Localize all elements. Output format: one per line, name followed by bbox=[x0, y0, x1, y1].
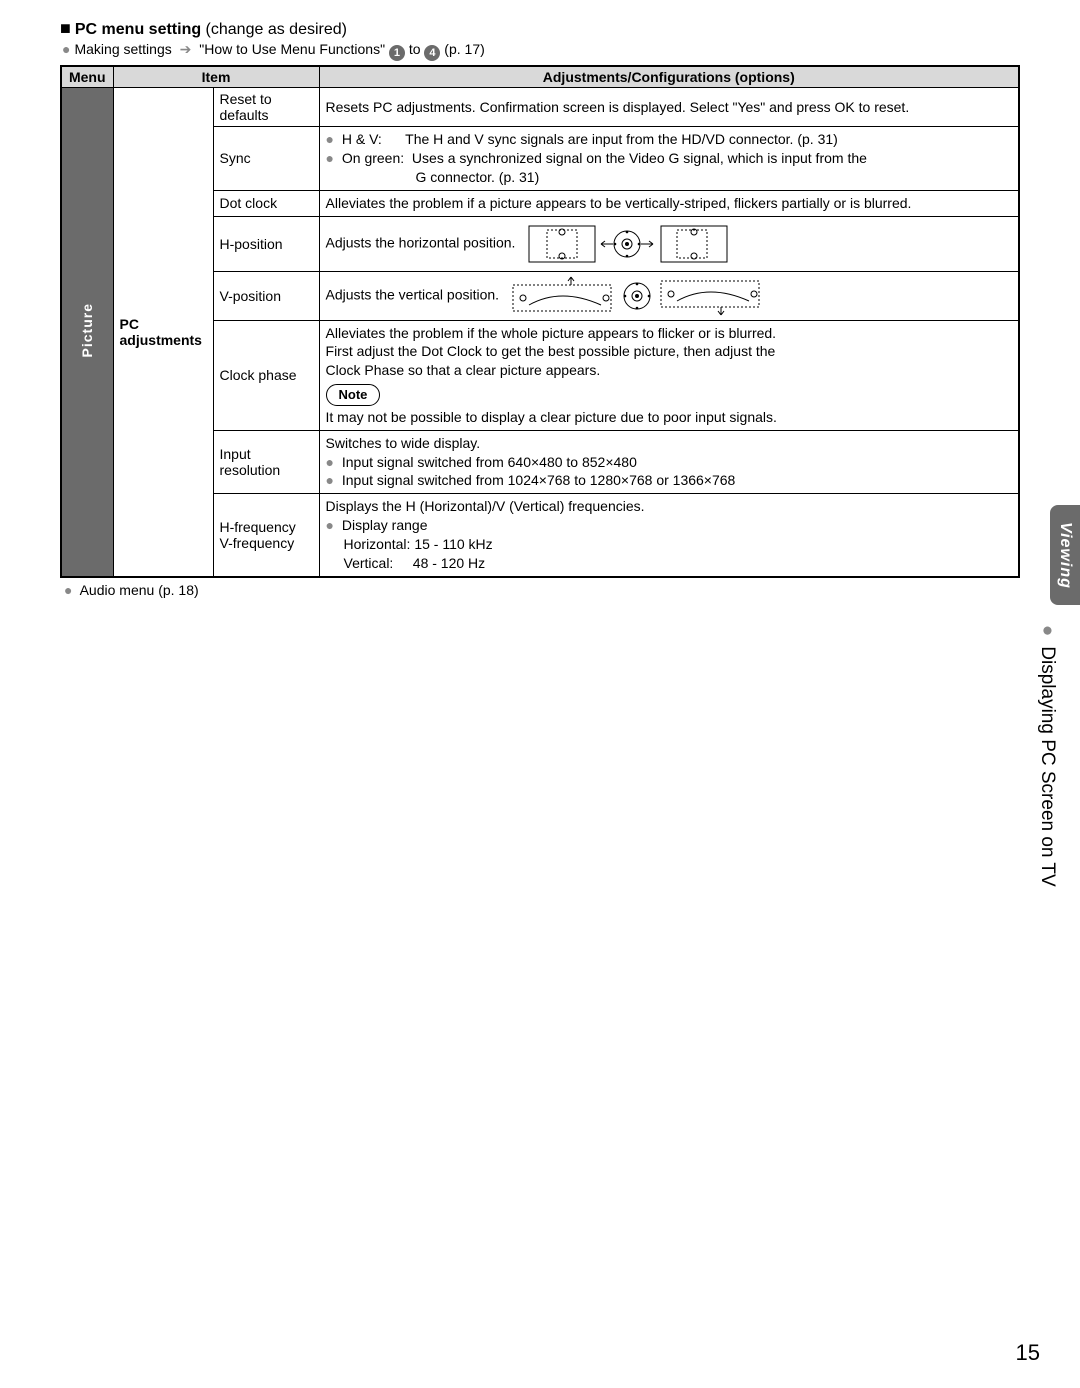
row-reset: Picture PC adjustments Reset to defaults… bbox=[61, 88, 1019, 127]
item-dotclock: Dot clock bbox=[213, 190, 319, 216]
inputres-n2: resolution bbox=[220, 462, 281, 478]
note-badge: Note bbox=[326, 384, 381, 406]
subline-quoted: "How to Use Menu Functions" bbox=[199, 41, 385, 57]
pc-menu-table: Menu Item Adjustments/Configurations (op… bbox=[60, 65, 1020, 578]
heading-subline: ●Making settings ➔ "How to Use Menu Func… bbox=[62, 41, 1020, 61]
table-header-row: Menu Item Adjustments/Configurations (op… bbox=[61, 66, 1019, 88]
menu-cell-picture: Picture bbox=[61, 88, 113, 577]
heading-bold: PC menu setting bbox=[75, 21, 201, 38]
section-heading: ■PC menu setting (change as desired) bbox=[60, 18, 1020, 39]
bullet-icon: ● bbox=[326, 150, 334, 166]
cp-p4: It may not be possible to display a clea… bbox=[326, 408, 1012, 427]
side-tab-label: Viewing bbox=[1056, 522, 1074, 589]
sync-l1a: H & V: bbox=[342, 131, 382, 147]
item-group: PC adjustments bbox=[113, 88, 213, 577]
adj-reset: Resets PC adjustments. Confirmation scre… bbox=[319, 88, 1019, 127]
item-group-l1: PC bbox=[120, 316, 139, 332]
item-inputres: Input resolution bbox=[213, 430, 319, 494]
inputres-n1: Input bbox=[220, 446, 251, 462]
bullet-icon: ● bbox=[62, 41, 70, 57]
cp-p2: First adjust the Dot Clock to get the be… bbox=[326, 342, 1012, 361]
freq-n1: H-frequency bbox=[220, 519, 296, 535]
heading-rest: (change as desired) bbox=[201, 21, 347, 38]
bullet-icon: ● bbox=[326, 472, 334, 488]
adj-vpos: Adjusts the vertical position. bbox=[319, 271, 1019, 320]
subline-lead: Making settings bbox=[74, 41, 171, 57]
side-tab: Viewing bbox=[1050, 505, 1080, 605]
hpos-diagram-icon bbox=[527, 220, 747, 268]
side-caption: ● Displaying PC Screen on TV bbox=[1036, 620, 1058, 887]
freq-p4v: 48 - 120 Hz bbox=[413, 555, 485, 571]
subline-page: (p. 17) bbox=[440, 41, 484, 57]
item-hpos: H-position bbox=[213, 216, 319, 271]
adj-clockphase: Alleviates the problem if the whole pict… bbox=[319, 320, 1019, 430]
bullet-icon: ● bbox=[326, 517, 334, 533]
step-1-icon: 1 bbox=[389, 45, 405, 61]
sync-l2a: On green: bbox=[342, 150, 404, 166]
square-bullet: ■ bbox=[60, 18, 71, 38]
item-sync: Sync bbox=[213, 127, 319, 191]
freq-p3h: Horizontal: bbox=[344, 536, 411, 552]
adj-inputres: Switches to wide display. ● Input signal… bbox=[319, 430, 1019, 494]
adj-sync: ● H & V: The H and V sync signals are in… bbox=[319, 127, 1019, 191]
item-freq: H-frequency V-frequency bbox=[213, 494, 319, 577]
side-caption-text: Displaying PC Screen on TV bbox=[1037, 646, 1058, 886]
freq-p4h: Vertical: bbox=[344, 555, 394, 571]
adj-hpos: Adjusts the horizontal position. bbox=[319, 216, 1019, 271]
th-adj: Adjustments/Configurations (options) bbox=[319, 66, 1019, 88]
arrow-icon: ➔ bbox=[180, 41, 192, 57]
freq-n2: V-frequency bbox=[220, 535, 295, 551]
freq-p2: Display range bbox=[342, 517, 428, 533]
item-group-l2: adjustments bbox=[120, 332, 202, 348]
th-menu: Menu bbox=[61, 66, 113, 88]
sync-l1b: The H and V sync signals are input from … bbox=[405, 131, 838, 147]
subline-mid: to bbox=[405, 41, 424, 57]
after-note: ● Audio menu (p. 18) bbox=[64, 582, 1020, 598]
item-vpos: V-position bbox=[213, 271, 319, 320]
bullet-icon: ● bbox=[326, 454, 334, 470]
th-item: Item bbox=[113, 66, 319, 88]
adj-freq: Displays the H (Horizontal)/V (Vertical)… bbox=[319, 494, 1019, 577]
step-4-icon: 4 bbox=[424, 45, 440, 61]
freq-p3v: 15 - 110 kHz bbox=[414, 536, 492, 552]
cp-p1: Alleviates the problem if the whole pict… bbox=[326, 324, 1012, 343]
menu-label: Picture bbox=[79, 303, 95, 357]
page-number: 15 bbox=[1016, 1340, 1040, 1366]
item-reset: Reset to defaults bbox=[213, 88, 319, 127]
freq-p1: Displays the H (Horizontal)/V (Vertical)… bbox=[326, 497, 1012, 516]
sync-l2c: G connector. (p. 31) bbox=[326, 168, 1012, 187]
ir-p2: Input signal switched from 640×480 to 85… bbox=[342, 454, 637, 470]
bullet-icon: ● bbox=[1037, 620, 1058, 641]
vpos-desc: Adjusts the vertical position. bbox=[326, 286, 500, 302]
after-note-text: Audio menu (p. 18) bbox=[80, 582, 199, 598]
vpos-diagram-icon bbox=[511, 275, 771, 317]
ir-p3: Input signal switched from 1024×768 to 1… bbox=[342, 472, 735, 488]
item-clockphase: Clock phase bbox=[213, 320, 319, 430]
bullet-icon: ● bbox=[326, 131, 334, 147]
ir-p1: Switches to wide display. bbox=[326, 434, 1012, 453]
hpos-desc: Adjusts the horizontal position. bbox=[326, 234, 516, 250]
sync-l2b: Uses a synchronized signal on the Video … bbox=[412, 150, 867, 166]
bullet-icon: ● bbox=[64, 582, 72, 598]
cp-p3: Clock Phase so that a clear picture appe… bbox=[326, 361, 1012, 380]
adj-dotclock: Alleviates the problem if a picture appe… bbox=[319, 190, 1019, 216]
